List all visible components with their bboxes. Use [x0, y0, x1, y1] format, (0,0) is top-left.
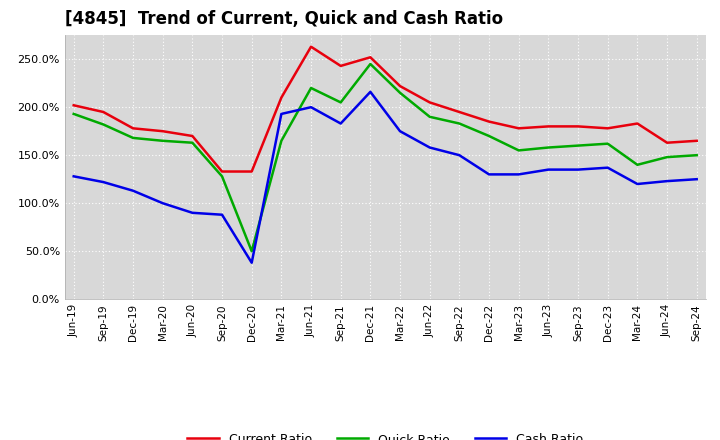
- Cash Ratio: [455, 153, 464, 158]
- Quick Ratio: [662, 154, 671, 160]
- Cash Ratio: [603, 165, 612, 170]
- Quick Ratio: [426, 114, 434, 119]
- Quick Ratio: [248, 249, 256, 254]
- Cash Ratio: [307, 105, 315, 110]
- Current Ratio: [693, 138, 701, 143]
- Quick Ratio: [277, 138, 286, 143]
- Current Ratio: [633, 121, 642, 126]
- Cash Ratio: [158, 201, 167, 206]
- Cash Ratio: [396, 128, 405, 134]
- Current Ratio: [277, 95, 286, 100]
- Cash Ratio: [69, 174, 78, 179]
- Quick Ratio: [217, 174, 226, 179]
- Cash Ratio: [277, 111, 286, 117]
- Current Ratio: [129, 126, 138, 131]
- Current Ratio: [336, 63, 345, 69]
- Current Ratio: [603, 126, 612, 131]
- Cash Ratio: [426, 145, 434, 150]
- Quick Ratio: [336, 100, 345, 105]
- Current Ratio: [662, 140, 671, 145]
- Current Ratio: [426, 100, 434, 105]
- Cash Ratio: [188, 210, 197, 216]
- Cash Ratio: [485, 172, 493, 177]
- Current Ratio: [485, 119, 493, 124]
- Cash Ratio: [574, 167, 582, 172]
- Quick Ratio: [455, 121, 464, 126]
- Quick Ratio: [99, 122, 108, 127]
- Current Ratio: [188, 133, 197, 139]
- Current Ratio: [396, 84, 405, 89]
- Quick Ratio: [396, 90, 405, 95]
- Cash Ratio: [366, 89, 374, 95]
- Quick Ratio: [129, 135, 138, 140]
- Quick Ratio: [514, 148, 523, 153]
- Quick Ratio: [188, 140, 197, 145]
- Quick Ratio: [307, 85, 315, 91]
- Current Ratio: [514, 126, 523, 131]
- Text: [4845]  Trend of Current, Quick and Cash Ratio: [4845] Trend of Current, Quick and Cash …: [65, 10, 503, 28]
- Line: Current Ratio: Current Ratio: [73, 47, 697, 172]
- Line: Quick Ratio: Quick Ratio: [73, 64, 697, 251]
- Current Ratio: [544, 124, 553, 129]
- Cash Ratio: [129, 188, 138, 193]
- Current Ratio: [574, 124, 582, 129]
- Current Ratio: [307, 44, 315, 49]
- Quick Ratio: [693, 153, 701, 158]
- Legend: Current Ratio, Quick Ratio, Cash Ratio: Current Ratio, Quick Ratio, Cash Ratio: [182, 429, 588, 440]
- Quick Ratio: [544, 145, 553, 150]
- Cash Ratio: [544, 167, 553, 172]
- Cash Ratio: [248, 260, 256, 265]
- Cash Ratio: [514, 172, 523, 177]
- Current Ratio: [248, 169, 256, 174]
- Cash Ratio: [336, 121, 345, 126]
- Quick Ratio: [633, 162, 642, 168]
- Cash Ratio: [693, 176, 701, 182]
- Cash Ratio: [217, 212, 226, 217]
- Cash Ratio: [633, 181, 642, 187]
- Quick Ratio: [69, 111, 78, 117]
- Current Ratio: [99, 110, 108, 115]
- Current Ratio: [217, 169, 226, 174]
- Cash Ratio: [662, 179, 671, 184]
- Quick Ratio: [603, 141, 612, 147]
- Current Ratio: [366, 55, 374, 60]
- Current Ratio: [455, 110, 464, 115]
- Quick Ratio: [574, 143, 582, 148]
- Current Ratio: [69, 103, 78, 108]
- Quick Ratio: [485, 133, 493, 139]
- Line: Cash Ratio: Cash Ratio: [73, 92, 697, 263]
- Current Ratio: [158, 128, 167, 134]
- Quick Ratio: [158, 138, 167, 143]
- Cash Ratio: [99, 180, 108, 185]
- Quick Ratio: [366, 61, 374, 66]
